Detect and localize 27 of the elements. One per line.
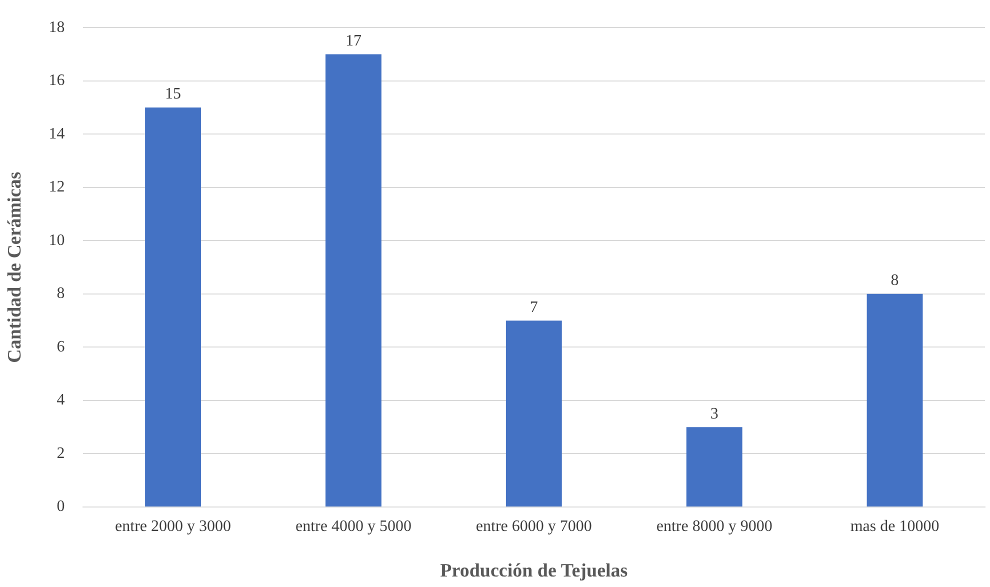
- bar: [506, 320, 562, 506]
- bar: [325, 54, 382, 506]
- y-tick-label: 16: [48, 72, 65, 90]
- data-label: 8: [890, 272, 899, 290]
- y-tick-label: 4: [56, 392, 65, 409]
- x-tick-label: entre 4000 y 5000: [295, 518, 412, 535]
- x-tick-label: entre 6000 y 7000: [476, 518, 592, 535]
- data-label: 17: [345, 32, 362, 50]
- x-tick-label: mas de 10000: [850, 518, 940, 535]
- bar: [686, 427, 742, 506]
- y-tick-label: 12: [48, 178, 65, 196]
- y-tick-label: 0: [56, 498, 65, 516]
- y-tick-label: 8: [56, 285, 65, 302]
- x-tick-label: entre 8000 y 9000: [656, 518, 772, 535]
- y-tick-label: 14: [48, 125, 65, 142]
- data-label: 3: [710, 405, 718, 422]
- y-tick-label: 2: [56, 444, 65, 462]
- x-axis-title: Producción de Tejuelas: [440, 560, 628, 582]
- y-tick-label: 6: [56, 338, 65, 356]
- y-axis-title: Cantidad de Cerámicas: [4, 172, 26, 363]
- x-tick-label: entre 2000 y 3000: [115, 518, 232, 535]
- data-label: 15: [165, 86, 182, 103]
- data-label: 7: [530, 298, 538, 316]
- bar: [866, 294, 923, 506]
- bar: [145, 108, 201, 506]
- y-tick-label: 18: [48, 18, 65, 36]
- y-tick-label: 10: [48, 232, 65, 249]
